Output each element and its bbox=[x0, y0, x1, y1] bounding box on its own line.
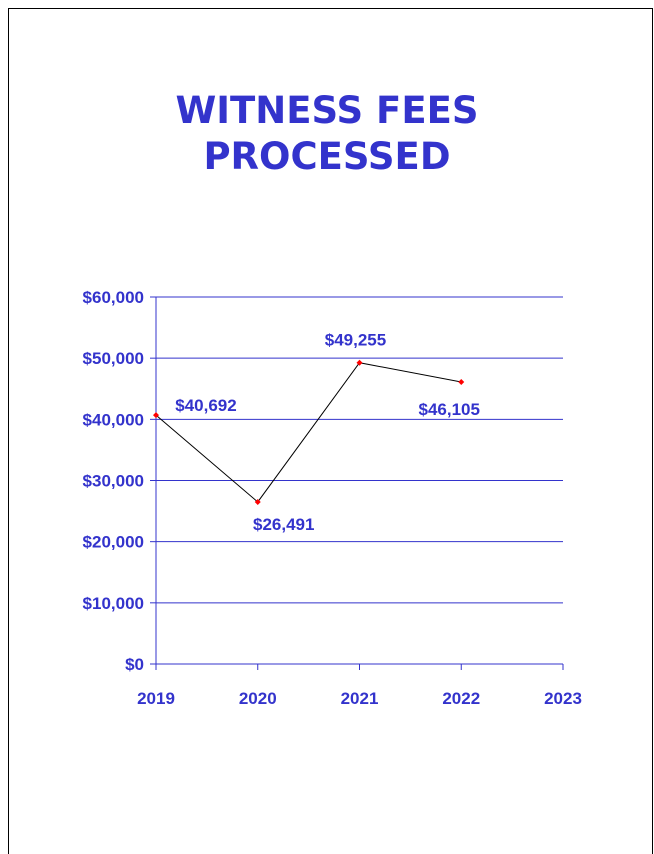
chart-title: WITNESS FEES PROCESSED bbox=[0, 88, 654, 180]
x-tick-label: 2020 bbox=[239, 689, 277, 708]
y-tick-label: $60,000 bbox=[83, 288, 144, 307]
y-tick-label: $20,000 bbox=[83, 533, 144, 552]
y-tick-label: $10,000 bbox=[83, 594, 144, 613]
data-label: $26,491 bbox=[253, 515, 314, 534]
data-label: $49,255 bbox=[325, 331, 386, 350]
x-tick-label: 2023 bbox=[544, 689, 582, 708]
x-tick-label: 2019 bbox=[137, 689, 175, 708]
x-tick-label: 2021 bbox=[341, 689, 379, 708]
data-point bbox=[458, 378, 465, 385]
data-label: $40,692 bbox=[175, 396, 236, 415]
series-line bbox=[155, 362, 462, 503]
chart-title-line-1: WITNESS FEES bbox=[175, 89, 479, 132]
y-tick-label: $30,000 bbox=[83, 472, 144, 491]
data-point bbox=[254, 498, 261, 505]
chart-title-line-2: PROCESSED bbox=[203, 135, 451, 178]
y-tick-label: $50,000 bbox=[83, 349, 144, 368]
data-point bbox=[356, 359, 363, 366]
data-point bbox=[153, 412, 159, 419]
y-tick-label: $0 bbox=[125, 655, 144, 674]
slide-frame bbox=[8, 8, 653, 854]
data-label: $46,105 bbox=[419, 400, 480, 419]
x-tick-label: 2022 bbox=[442, 689, 480, 708]
y-tick-label: $40,000 bbox=[83, 410, 144, 429]
